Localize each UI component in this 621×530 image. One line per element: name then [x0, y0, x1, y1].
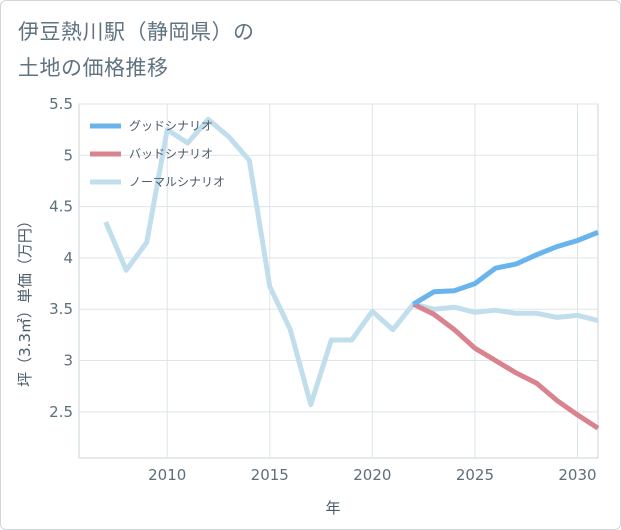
x-tick-label: 2030 [558, 466, 596, 484]
x-tick-label: 2010 [148, 466, 186, 484]
page-title: 伊豆熱川駅（静岡県）の 土地の価格推移 [18, 14, 255, 86]
x-tick-label: 2025 [456, 466, 494, 484]
legend-label-bad: バッドシナリオ [129, 147, 213, 161]
y-tick-label: 4.5 [49, 198, 73, 216]
x-tick-label: 2020 [353, 466, 391, 484]
legend-label-good: グッドシナリオ [129, 119, 213, 133]
title-line-1: 伊豆熱川駅（静岡県）の [18, 20, 255, 44]
y-tick-label: 2.5 [49, 403, 73, 421]
plot-area [78, 103, 599, 459]
y-tick-label: 4 [63, 249, 73, 267]
title-line-2: 土地の価格推移 [18, 56, 169, 80]
x-tick-label: 2015 [251, 466, 289, 484]
series-layer [103, 116, 600, 431]
legend-label-normal: ノーマルシナリオ [129, 175, 225, 189]
y-axis-ticks: 2.5 3 3.5 4 4.5 5 5.5 [49, 95, 73, 421]
grid [79, 103, 598, 458]
x-axis-title: 年 [325, 499, 340, 517]
y-tick-label: 3 [63, 352, 73, 370]
y-tick-label: 5.5 [49, 95, 73, 113]
y-tick-label: 3.5 [49, 300, 73, 318]
series-line-good [412, 229, 599, 307]
series-line-bad [412, 301, 600, 431]
series-line-normal [103, 116, 599, 408]
y-axis-title: 坪（3.3㎡）単価（万円） [16, 213, 34, 387]
y-tick-label: 5 [63, 146, 73, 164]
x-axis-ticks: 2010 2015 2020 2025 2030 [148, 466, 596, 484]
